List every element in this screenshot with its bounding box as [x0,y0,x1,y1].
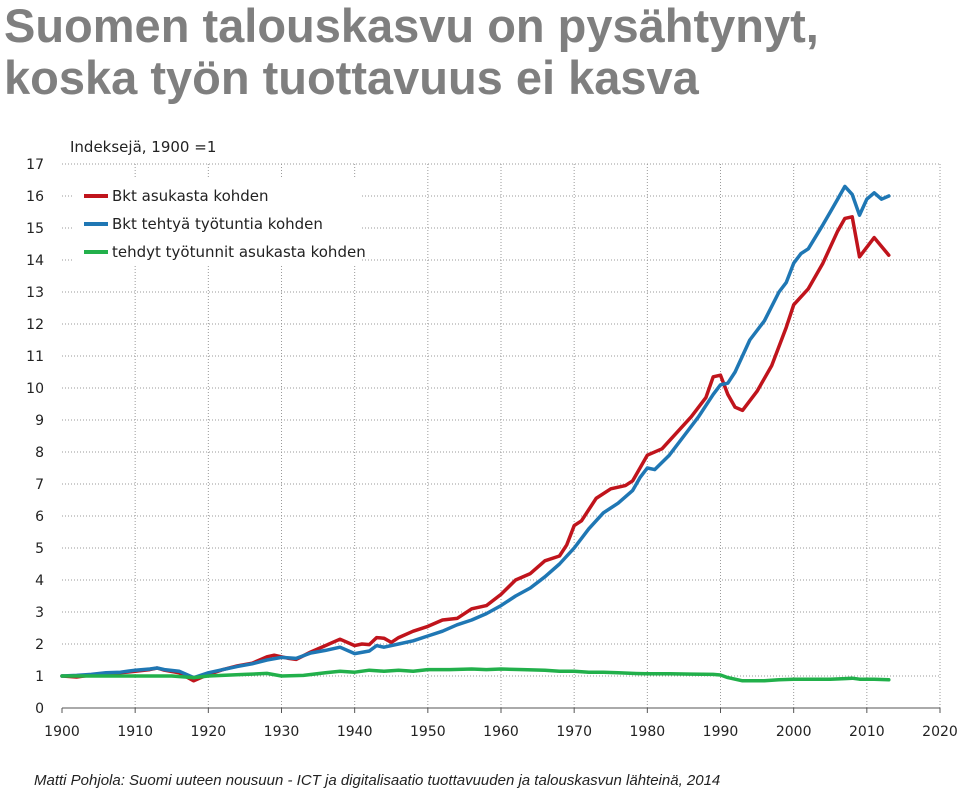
series-lines [60,184,891,683]
legend-label-2: Bkt tehtyä työtuntia kohden [112,215,323,233]
y-tick-label: 10 [26,381,44,397]
y-tick-label: 0 [35,701,44,717]
x-tick-label: 1940 [337,724,373,740]
y-tick-label: 9 [35,413,44,429]
footer-citation: Matti Pohjola: Suomi uuteen nousuun - IC… [34,772,721,789]
y-tick-label: 17 [26,157,44,173]
y-tick-label: 8 [35,445,44,461]
y-tick-label: 1 [35,669,44,685]
x-tick-label: 1900 [44,724,80,740]
y-tick-label: 12 [26,317,44,333]
x-tick-label: 1960 [483,724,519,740]
y-tick-label: 4 [35,573,44,589]
x-tick-label: 2020 [922,724,958,740]
chart-subtitle: Indeksejä, 1900 =1 [70,138,216,156]
title-line-2: koska työn tuottavuus ei kasva [4,51,699,104]
x-tick-label: 1980 [630,724,666,740]
y-tick-label: 14 [26,253,44,269]
title-line-1: Suomen talouskasvu on pysähtynyt, [4,0,819,52]
y-tick-label: 5 [35,541,44,557]
y-tick-label: 7 [35,477,44,493]
y-tick-label: 11 [26,349,44,365]
legend: Bkt asukasta kohden Bkt tehtyä työtuntia … [74,178,366,264]
series-line-1 [60,215,891,683]
slide-title: Suomen talouskasvu on pysähtynyt, koska … [4,0,819,104]
x-tick-label: 1950 [410,724,446,740]
x-tick-label: 1970 [556,724,592,740]
y-tick-label: 15 [26,221,44,237]
series-line-2 [60,184,891,680]
series-line-3 [60,667,891,683]
x-tick-label: 1990 [703,724,739,740]
y-tick-label: 2 [35,637,44,653]
y-tick-label: 6 [35,509,44,525]
x-tick-label: 2010 [849,724,885,740]
x-tick-label: 1920 [191,724,227,740]
x-tick-label: 2000 [776,724,812,740]
x-tick-label: 1910 [117,724,153,740]
legend-background [74,178,362,264]
y-tick-label: 13 [26,285,44,301]
x-tick-label: 1930 [264,724,300,740]
y-tick-label: 16 [26,189,44,205]
legend-label-3: tehdyt työtunnit asukasta kohden [112,243,366,261]
legend-label-1: Bkt asukasta kohden [112,187,269,205]
y-tick-label: 3 [35,605,44,621]
